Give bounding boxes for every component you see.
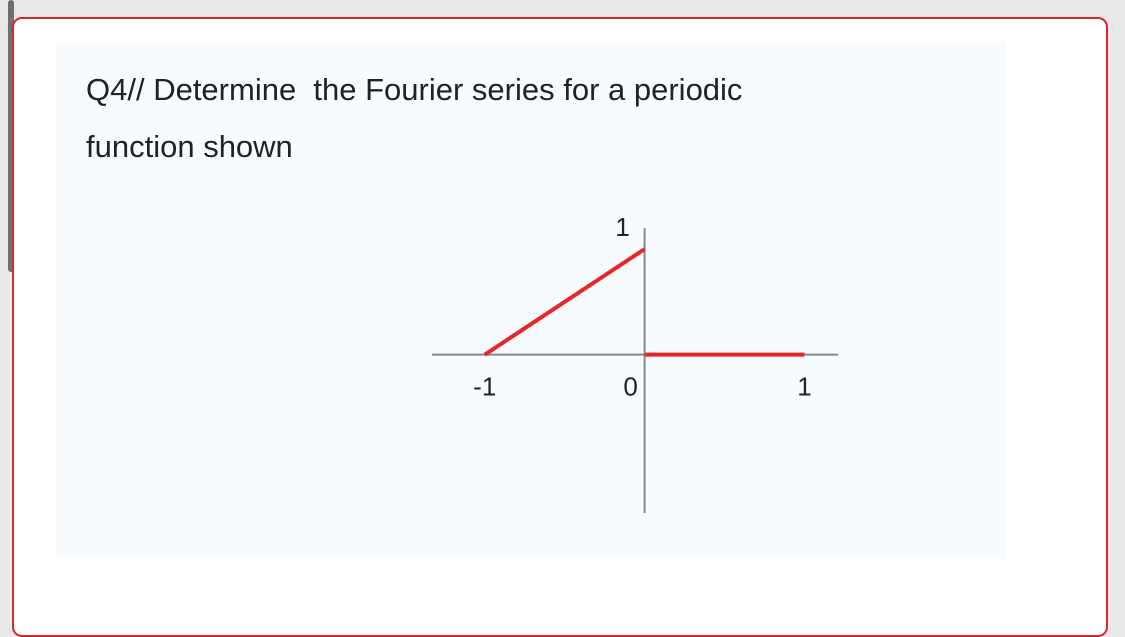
- question-text: function shown: [86, 129, 293, 164]
- x-tick-label: 1: [797, 372, 811, 402]
- scrollbar[interactable]: [8, 0, 14, 272]
- page: Q4// Determine the Fourier series for a …: [8, 0, 1108, 637]
- function-plot: -1 0 1 1: [432, 212, 838, 513]
- function-segment: [483, 247, 646, 357]
- x-tick-label: 0: [623, 372, 637, 402]
- x-tick-label: -1: [473, 372, 496, 402]
- question-card: [12, 17, 1108, 637]
- content-panel: [56, 43, 1006, 559]
- y-tick-label: 1: [615, 212, 629, 242]
- question-text: Q4// Determine the Fourier series for a …: [86, 72, 743, 107]
